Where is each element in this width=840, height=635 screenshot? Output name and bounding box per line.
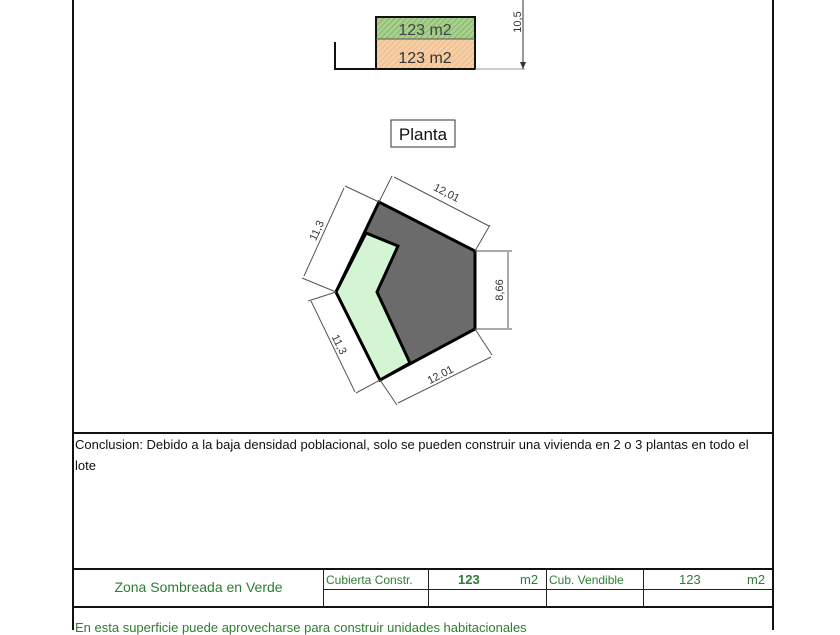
zone-label: Zona Sombreada en Verde <box>114 579 283 595</box>
table-top <box>72 568 774 570</box>
col-divider <box>643 569 644 607</box>
cubierta-unit: m2 <box>520 572 539 587</box>
plan-label: Planta <box>399 125 448 144</box>
vendible-label: Cub. Vendible <box>549 573 624 587</box>
orange-area-block <box>376 39 475 69</box>
green-area-block <box>376 17 475 39</box>
col-divider <box>546 569 547 607</box>
dim-bottom: 12.01 <box>426 364 456 387</box>
vendible-unit: m2 <box>747 572 766 587</box>
frame-left <box>72 0 74 630</box>
table-bottom <box>72 606 774 608</box>
dim-right: 8,66 <box>494 279 506 300</box>
area-orange-label: 123 m2 <box>398 50 451 67</box>
frame-divider <box>72 432 774 434</box>
frame-right <box>772 0 774 630</box>
dim-top: 12,01 <box>431 182 461 205</box>
conclusion-text: Conclusion: Debido a la baja densidad po… <box>75 437 749 473</box>
footer-note: En esta superficie puede aprovecharse pa… <box>75 620 527 635</box>
cubierta-label: Cubierta Constr. <box>326 573 413 587</box>
col-divider <box>428 569 429 607</box>
col-divider <box>323 569 324 607</box>
plan-drawing: 123 m2 123 m2 10,5 Planta 12,01 11,3 8,6… <box>301 0 526 406</box>
vendible-value: 123 <box>679 572 701 587</box>
table-midline <box>323 589 773 590</box>
area-green-label: 123 m2 <box>398 22 451 39</box>
height-dim: 10,5 <box>512 11 524 32</box>
cubierta-value: 123 <box>458 572 480 587</box>
